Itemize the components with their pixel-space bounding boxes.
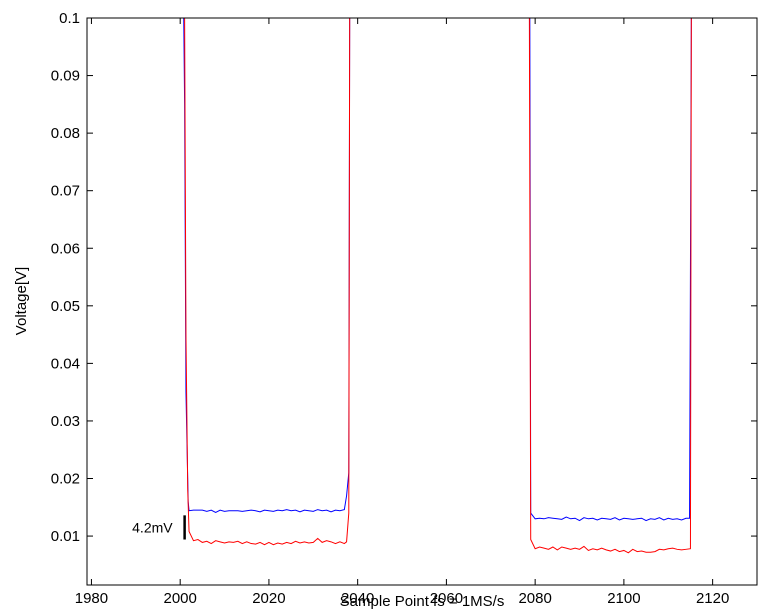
y-tick-label: 0.07 (51, 183, 80, 200)
x-tick-label: 2120 (696, 590, 729, 607)
x-tick-label: 2040 (341, 590, 374, 607)
y-tick-label: 0.09 (51, 68, 80, 85)
x-tick-label: 2000 (163, 590, 196, 607)
annotation-label: 4.2mV (132, 519, 173, 535)
y-tick-label: 0.1 (59, 10, 80, 27)
y-tick-label: 0.03 (51, 413, 80, 430)
x-tick-label: 1980 (75, 590, 108, 607)
x-tick-label: 2060 (430, 590, 463, 607)
y-axis: 0.01 0.02 0.03 0.04 0.05 0.06 0.07 0.08 0.09 0.1 (51, 10, 757, 545)
x-tick-label: 2020 (252, 590, 285, 607)
y-tick-label: 0.01 (51, 528, 80, 545)
y-tick-label: 0.08 (51, 125, 80, 142)
y-axis-label: Voltage[V] (13, 267, 30, 335)
annotation-layer: 4.2mV (132, 515, 186, 540)
x-tick-label: 2100 (607, 590, 640, 607)
x-axis: 1980 2000 2020 2040 2060 2080 2100 2120 (75, 18, 729, 607)
plot-area (87, 18, 757, 585)
series-line-0 (183, 18, 692, 522)
series-line-1 (184, 18, 692, 554)
y-tick-label: 0.02 (51, 471, 80, 488)
y-tick-label: 0.04 (51, 355, 80, 372)
series-layer (183, 18, 692, 554)
y-tick-label: 0.05 (51, 298, 80, 315)
x-axis-label: Sample Point fs = 1MS/s (340, 593, 505, 610)
y-tick-label: 0.06 (51, 240, 80, 257)
x-tick-label: 2080 (518, 590, 551, 607)
plot-frame (86, 17, 758, 586)
